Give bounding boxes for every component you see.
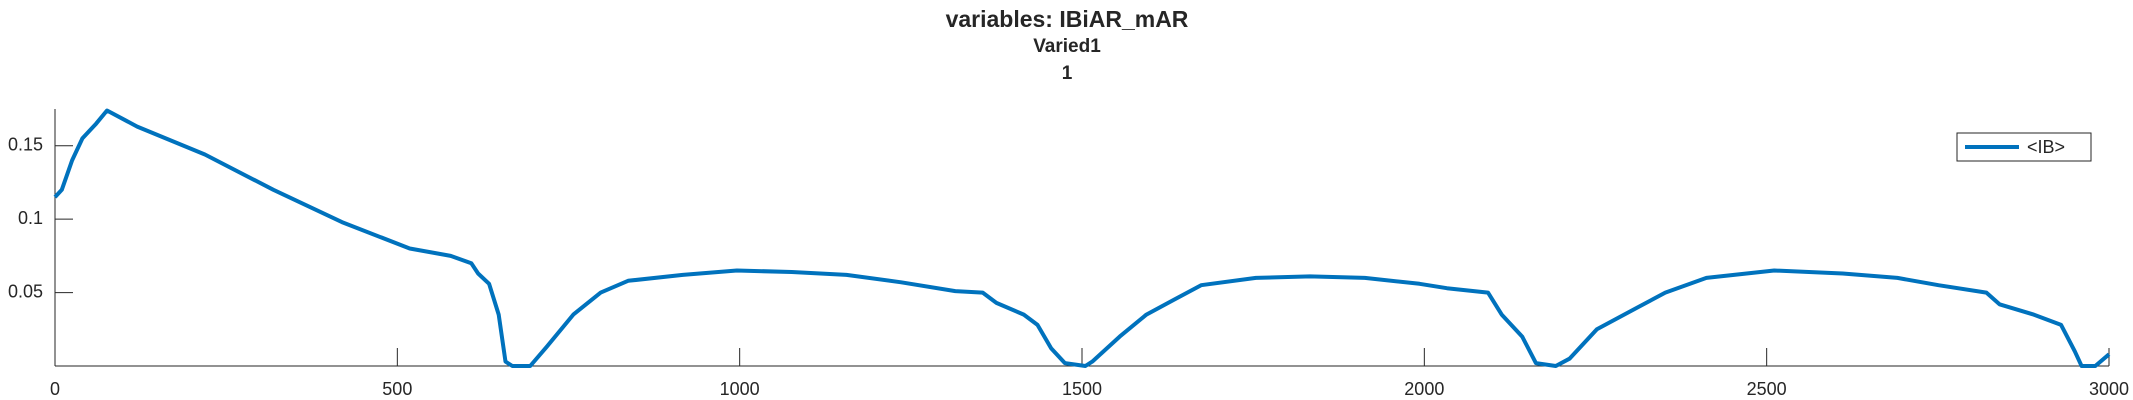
x-tick-label: 2500: [1747, 379, 1787, 399]
x-tick-label: 0: [50, 379, 60, 399]
x-tick-label: 3000: [2089, 379, 2129, 399]
x-tick-label: 500: [382, 379, 412, 399]
x-tick-label: 1000: [720, 379, 760, 399]
legend-label: <IB>: [2027, 137, 2065, 157]
chart-subtitle: Varied1: [1033, 36, 1101, 57]
chart-subtitle: 1: [1062, 63, 1073, 84]
y-tick-label: 0.1: [18, 208, 43, 228]
x-tick-label: 1500: [1062, 379, 1102, 399]
y-tick-label: 0.15: [8, 134, 43, 154]
data-line: [53, 108, 2111, 368]
chart-title: variables: IBiAR_mAR: [946, 6, 1189, 32]
x-tick-label: 2000: [1404, 379, 1444, 399]
y-tick-label: 0.05: [8, 281, 43, 301]
